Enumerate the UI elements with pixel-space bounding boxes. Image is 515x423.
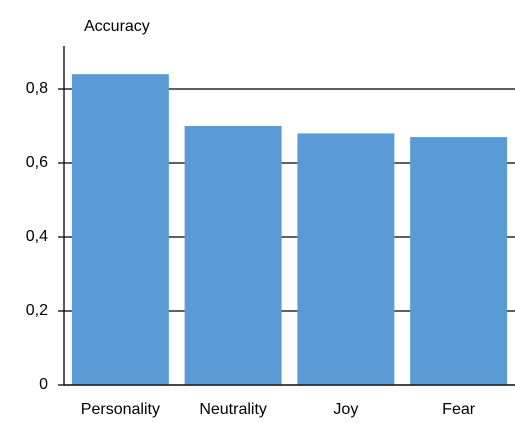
x-tick-label: Joy xyxy=(333,401,358,418)
x-tick-label: Neutrality xyxy=(199,401,267,418)
y-tick-label: 0,4 xyxy=(26,228,48,245)
y-tick-label: 0,8 xyxy=(26,80,48,97)
x-tick-label: Personality xyxy=(81,401,160,418)
bar xyxy=(71,74,169,385)
x-tick-label: Fear xyxy=(442,401,476,418)
bar xyxy=(297,133,395,385)
y-tick-label: 0 xyxy=(39,376,48,393)
y-tick-label: 0,6 xyxy=(26,154,48,171)
bar xyxy=(410,137,508,385)
bar xyxy=(184,126,282,385)
y-tick-label: 0,2 xyxy=(26,302,48,319)
axis-label: Accuracy xyxy=(84,18,150,35)
